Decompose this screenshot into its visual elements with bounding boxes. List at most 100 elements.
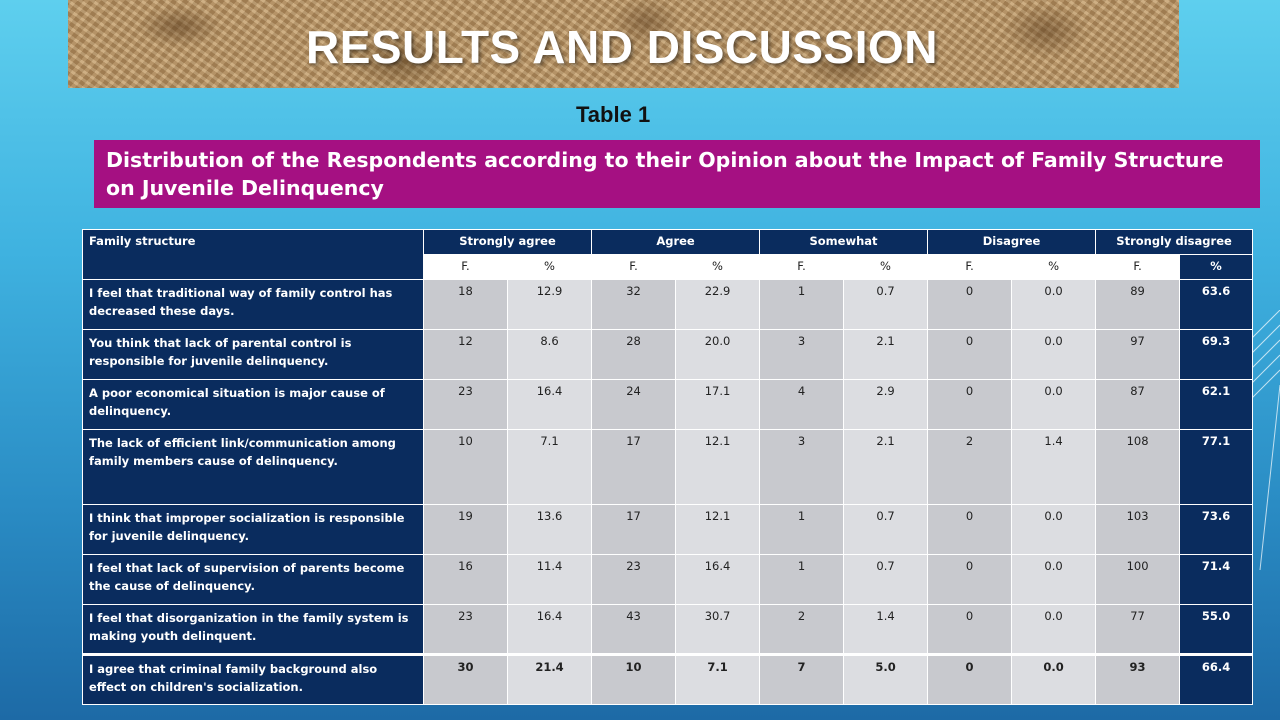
- header-family-structure: Family structure: [82, 229, 424, 280]
- table-cell: 108: [1095, 429, 1181, 505]
- row-label: You think that lack of parental control …: [82, 329, 424, 380]
- header-disagree: Disagree: [927, 229, 1097, 255]
- table-cell: 87: [1095, 379, 1181, 430]
- table-cell: 0: [927, 329, 1013, 380]
- table-cell: 5.0: [843, 653, 929, 705]
- table-cell: 0.7: [843, 279, 929, 330]
- table-cell: 16: [423, 554, 508, 605]
- subheader-cell: %: [675, 254, 761, 280]
- table-cell: 13.6: [506, 504, 593, 555]
- table-cell: 71.4: [1179, 554, 1254, 605]
- table-cell: 97: [1095, 329, 1181, 380]
- row-label: I feel that traditional way of family co…: [82, 279, 424, 330]
- table-cell: 10: [423, 429, 508, 505]
- table-cell: 7.1: [675, 653, 761, 705]
- table-cell: 77.1: [1179, 429, 1254, 505]
- table-cell: 62.1: [1179, 379, 1254, 430]
- table-cell: 2.1: [843, 429, 929, 505]
- table-cell: 93: [1095, 653, 1181, 705]
- table-cell: 16.4: [675, 554, 761, 605]
- distribution-table: Family structure Strongly agree Agree So…: [82, 229, 1254, 705]
- table-cell: 3: [759, 429, 845, 505]
- table-cell: 7: [759, 653, 845, 705]
- table-cell: 0.0: [1011, 504, 1097, 555]
- header-row: Family structure Strongly agree Agree So…: [82, 229, 1254, 280]
- table-cell: 0.7: [843, 554, 929, 605]
- table-cell: 12.1: [675, 504, 761, 555]
- table-row: I feel that traditional way of family co…: [82, 279, 1254, 330]
- table-cell: 8.6: [506, 329, 593, 380]
- table-cell: 1.4: [1011, 429, 1097, 505]
- table-cell: 22.9: [675, 279, 761, 330]
- subheader-cell: F.: [591, 254, 677, 280]
- subheader-cell: F.: [759, 254, 845, 280]
- table-cell: 100: [1095, 554, 1181, 605]
- slide-title: RESULTS AND DISCUSSION: [305, 21, 939, 73]
- table-cell: 10: [591, 653, 677, 705]
- table-cell: 43: [591, 604, 677, 655]
- table-cell: 0: [927, 653, 1013, 705]
- row-label: I feel that disorganization in the famil…: [82, 604, 424, 655]
- row-label: The lack of efficient link/communication…: [82, 429, 424, 505]
- table-cell: 1: [759, 279, 845, 330]
- table-cell: 2.1: [843, 329, 929, 380]
- table-cell: 17: [591, 504, 677, 555]
- title-banner: [68, 0, 1179, 88]
- subheader-cell: %: [506, 254, 593, 280]
- table-cell: 0: [927, 279, 1013, 330]
- header-strongly-agree: Strongly agree: [422, 229, 593, 255]
- table-row: I feel that disorganization in the famil…: [82, 604, 1254, 655]
- row-label: I feel that lack of supervision of paren…: [82, 554, 424, 605]
- table-cell: 0.0: [1011, 604, 1097, 655]
- table-cell: 16.4: [506, 604, 593, 655]
- table-cell: 4: [759, 379, 845, 430]
- table-row: The lack of efficient link/communication…: [82, 429, 1254, 505]
- table-cell: 17: [591, 429, 677, 505]
- table-cell: 18: [423, 279, 508, 330]
- table-cell: 17.1: [675, 379, 761, 430]
- table-cell: 12.1: [675, 429, 761, 505]
- header-strongly-disagree: Strongly disagree: [1095, 229, 1254, 255]
- header-agree: Agree: [591, 229, 761, 255]
- row-label: A poor economical situation is major cau…: [82, 379, 424, 430]
- table-cell: 7.1: [506, 429, 593, 505]
- table-row: A poor economical situation is major cau…: [82, 379, 1254, 430]
- row-label: I agree that criminal family background …: [82, 653, 424, 705]
- table-cell: 0: [927, 554, 1013, 605]
- table-cell: 3: [759, 329, 845, 380]
- table-cell: 23: [591, 554, 677, 605]
- table-cell: 2.9: [843, 379, 929, 430]
- table-cell: 89: [1095, 279, 1181, 330]
- table-cell: 32: [591, 279, 677, 330]
- subheader-cell: %: [843, 254, 929, 280]
- table-cell: 19: [423, 504, 508, 555]
- table-cell: 77: [1095, 604, 1181, 655]
- table-cell: 0: [927, 504, 1013, 555]
- row-label: I think that improper socialization is r…: [82, 504, 424, 555]
- subheader-cell: F.: [927, 254, 1013, 280]
- table-cell: 2: [759, 604, 845, 655]
- table-cell: 24: [591, 379, 677, 430]
- table-cell: 0.0: [1011, 379, 1097, 430]
- table-cell: 16.4: [506, 379, 593, 430]
- table-cell: 1.4: [843, 604, 929, 655]
- subheader-cell: F.: [423, 254, 508, 280]
- table-row: You think that lack of parental control …: [82, 329, 1254, 380]
- table-row: I feel that lack of supervision of paren…: [82, 554, 1254, 605]
- table-cell: 55.0: [1179, 604, 1254, 655]
- table-cell: 0: [927, 604, 1013, 655]
- table-cell: 0: [927, 379, 1013, 430]
- table-cell: 69.3: [1179, 329, 1254, 380]
- table-cell: 0.0: [1011, 279, 1097, 330]
- subheader-cell: %: [1179, 254, 1254, 280]
- table-cell: 0.0: [1011, 653, 1097, 705]
- table-cell: 0.7: [843, 504, 929, 555]
- table-cell: 30: [423, 653, 508, 705]
- table-caption: Distribution of the Respondents accordin…: [94, 140, 1260, 208]
- table-cell: 66.4: [1179, 653, 1254, 705]
- table-cell: 1: [759, 504, 845, 555]
- table-cell: 12.9: [506, 279, 593, 330]
- header-somewhat: Somewhat: [759, 229, 929, 255]
- table-cell: 11.4: [506, 554, 593, 605]
- table-cell: 73.6: [1179, 504, 1254, 555]
